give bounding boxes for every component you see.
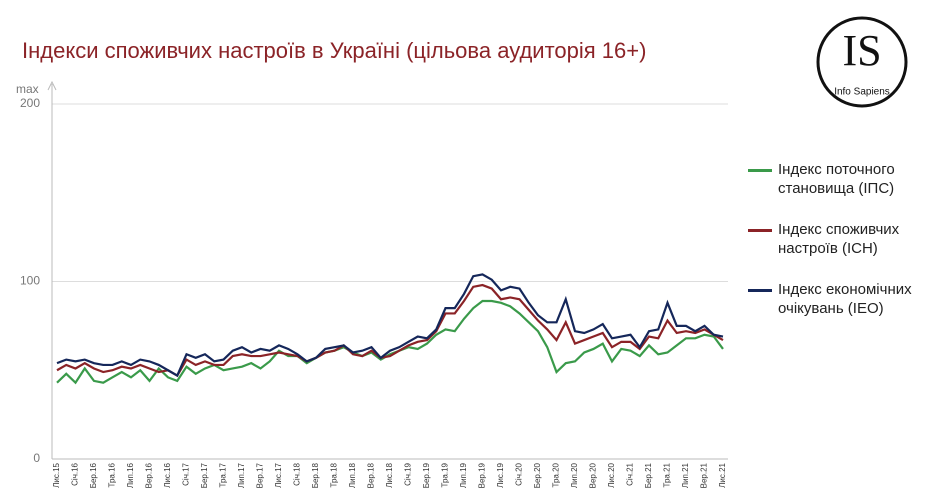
x-tick-label: Лис.19	[496, 462, 505, 487]
x-tick-label: Бер.20	[533, 462, 542, 488]
x-tick-label: Тра.21	[663, 462, 672, 487]
x-tick-label: Лип.17	[237, 462, 246, 488]
legend-item: Індекс споживчих настроїв (ІСН)	[748, 220, 918, 258]
series-line	[56, 273, 724, 378]
x-tick-label: Вер.18	[367, 462, 376, 488]
legend-label: Індекс поточного становища (ІПС)	[778, 161, 895, 197]
x-tick-label: Вер.21	[700, 462, 709, 488]
x-tick-label: Лис.18	[385, 462, 394, 487]
logo-initials: IS	[842, 26, 881, 75]
legend-item: Індекс економічних очікувань (ІЕО)	[748, 280, 918, 318]
x-tick-label: Січ.16	[71, 462, 80, 485]
x-tick-label: Січ.18	[293, 462, 302, 485]
x-tick-label: Вер.19	[478, 462, 487, 488]
legend-label: Індекс споживчих настроїв (ІСН)	[778, 221, 900, 257]
x-tick-label: Бер.21	[644, 462, 653, 488]
x-tick-label: Лис.16	[163, 462, 172, 487]
legend-swatch	[748, 289, 772, 292]
x-tick-label: Лис.15	[52, 462, 61, 487]
x-tick-label: Січ.21	[626, 462, 635, 485]
x-tick-label: Тра.17	[219, 462, 228, 487]
x-tick-label: Тра.16	[108, 462, 117, 487]
y-tick-label: 200	[20, 96, 40, 110]
y-axis-label: max	[16, 82, 39, 96]
x-tick-label: Січ.20	[515, 462, 524, 485]
y-tick-label: 100	[20, 274, 40, 288]
legend-label: Індекс економічних очікувань (ІЕО)	[778, 281, 912, 317]
x-tick-label: Лис.17	[274, 462, 283, 487]
x-tick-label: Вер.16	[145, 462, 154, 488]
x-tick-label: Лис.21	[718, 462, 727, 487]
x-tick-label: Січ.17	[182, 462, 191, 485]
x-tick-label: Бер.17	[200, 462, 209, 488]
x-tick-label: Січ.19	[404, 462, 413, 485]
legend-swatch	[748, 169, 772, 172]
x-tick-label: Лип.18	[348, 462, 357, 488]
series-line	[56, 283, 724, 378]
x-tick-label: Лип.19	[459, 462, 468, 488]
x-tick-label: Тра.20	[552, 462, 561, 487]
series-line	[56, 299, 724, 385]
x-tick-label: Тра.19	[441, 462, 450, 487]
legend: Індекс поточного становища (ІПС) Індекс с…	[748, 160, 918, 340]
x-tick-label: Вер.17	[256, 462, 265, 488]
x-tick-label: Бер.18	[311, 462, 320, 488]
legend-swatch	[748, 229, 772, 232]
logo-name: Info Sapiens	[834, 87, 890, 98]
logo-circle	[816, 16, 908, 108]
chart-title: Індекси споживчих настроїв в Україні (ці…	[22, 38, 646, 63]
legend-item: Індекс поточного становища (ІПС)	[748, 160, 918, 198]
x-tick-label: Вер.20	[589, 462, 598, 488]
x-tick-label: Бер.16	[89, 462, 98, 488]
x-tick-label: Лип.21	[681, 462, 690, 488]
y-tick-label: 0	[33, 451, 40, 465]
x-tick-label: Бер.19	[422, 462, 431, 488]
x-tick-label: Тра.18	[330, 462, 339, 487]
y-axis-arrow	[47, 80, 57, 91]
x-tick-label: Лип.16	[126, 462, 135, 488]
x-tick-label: Лис.20	[607, 462, 616, 487]
x-tick-label: Лип.20	[570, 462, 579, 488]
